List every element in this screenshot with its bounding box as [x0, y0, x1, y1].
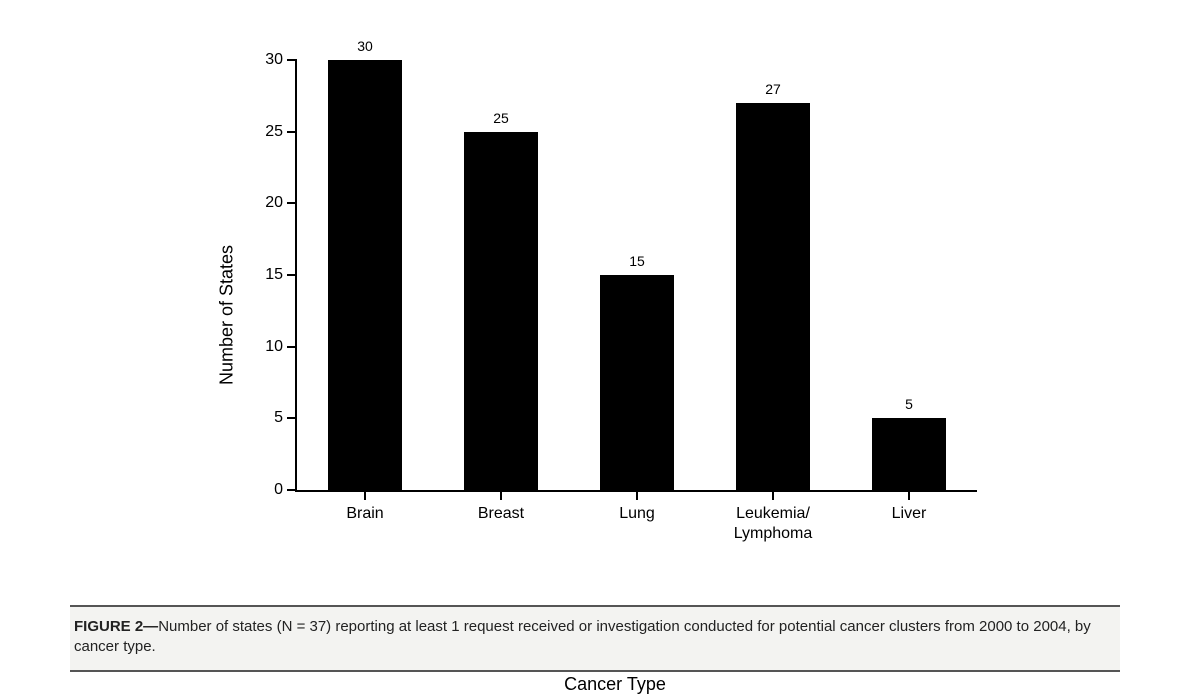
plot-area: 05101520253030Brain25Breast15Lung27Leuke… — [295, 60, 977, 492]
x-tick — [636, 490, 638, 500]
figure-container: Number of States 05101520253030Brain25Br… — [0, 0, 1190, 691]
x-tick — [772, 490, 774, 500]
y-tick — [287, 417, 297, 419]
bar: 30 — [328, 60, 403, 490]
bar: 27 — [736, 103, 811, 490]
x-tick-label: Liver — [892, 504, 927, 524]
x-tick-label: Breast — [478, 504, 524, 524]
bar-value-label: 5 — [872, 396, 947, 412]
x-tick — [364, 490, 366, 500]
bar-value-label: 27 — [736, 81, 811, 97]
bar-value-label: 25 — [464, 110, 539, 126]
y-axis-label: Number of States — [217, 245, 238, 385]
y-tick — [287, 131, 297, 133]
y-tick-label: 25 — [265, 123, 283, 141]
x-tick — [500, 490, 502, 500]
caption-body: Number of states (N = 37) reporting at l… — [74, 618, 1091, 655]
y-tick-label: 5 — [274, 409, 283, 427]
chart-area: Number of States 05101520253030Brain25Br… — [235, 35, 995, 595]
y-tick-label: 0 — [274, 481, 283, 499]
bar: 5 — [872, 418, 947, 490]
y-tick-label: 10 — [265, 338, 283, 356]
y-tick-label: 20 — [265, 194, 283, 212]
y-tick — [287, 202, 297, 204]
x-tick-label: Lung — [619, 504, 655, 524]
x-tick — [908, 490, 910, 500]
x-axis-label: Cancer Type — [564, 674, 666, 695]
figure-caption: FIGURE 2—Number of states (N = 37) repor… — [70, 605, 1120, 672]
y-tick — [287, 489, 297, 491]
caption-lead: FIGURE 2— — [74, 618, 158, 635]
y-tick — [287, 274, 297, 276]
y-tick-label: 15 — [265, 266, 283, 284]
bar: 15 — [600, 275, 675, 490]
caption-text: FIGURE 2—Number of states (N = 37) repor… — [74, 617, 1116, 658]
bar-value-label: 30 — [328, 38, 403, 54]
y-tick — [287, 346, 297, 348]
x-tick-label: Brain — [346, 504, 383, 524]
bar-value-label: 15 — [600, 253, 675, 269]
x-tick-label: Leukemia/ Lymphoma — [734, 504, 813, 544]
y-tick-label: 30 — [265, 51, 283, 69]
bar: 25 — [464, 132, 539, 490]
y-tick — [287, 59, 297, 61]
